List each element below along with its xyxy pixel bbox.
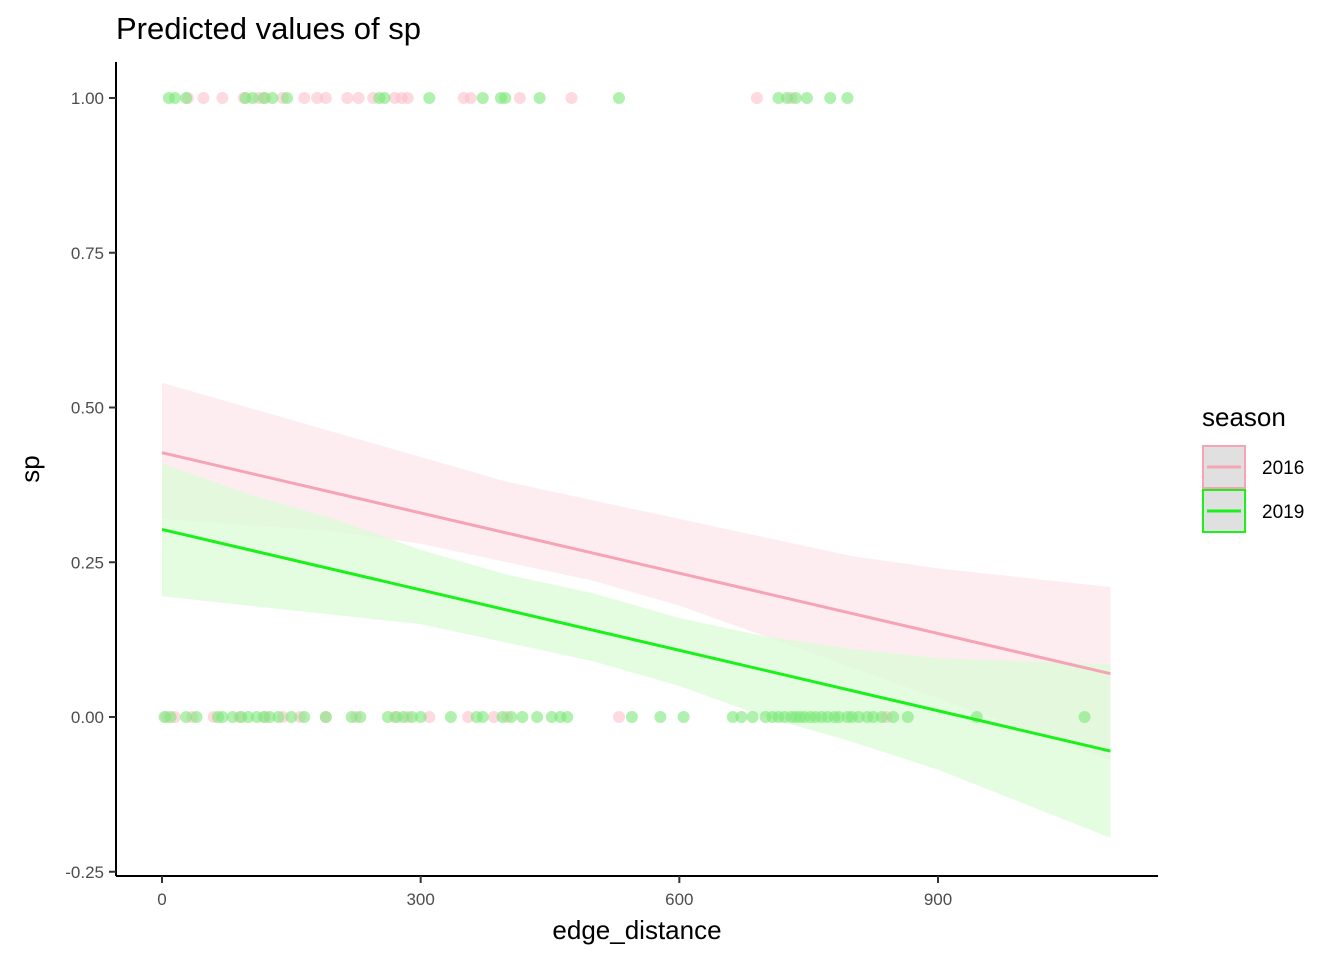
data-point-2019 bbox=[561, 711, 574, 723]
data-point-2016 bbox=[612, 711, 625, 723]
data-point-2019 bbox=[726, 711, 739, 723]
legend: season 2016 2019 bbox=[1202, 402, 1304, 533]
x-tick-label: 900 bbox=[924, 890, 952, 909]
data-point-2019 bbox=[423, 92, 436, 104]
data-point-2019 bbox=[781, 92, 794, 104]
y-ticks: -0.25 0.00 0.25 0.50 0.75 1.00 bbox=[65, 89, 116, 882]
x-tick-label: 300 bbox=[406, 890, 434, 909]
data-point-2019 bbox=[345, 711, 358, 723]
prediction-line-2016 bbox=[161, 451, 1111, 676]
data-point-2019 bbox=[746, 711, 759, 723]
data-point-2019 bbox=[164, 711, 177, 723]
data-point-2019 bbox=[505, 711, 518, 723]
data-point-2016 bbox=[750, 92, 763, 104]
data-point-2016 bbox=[464, 92, 477, 104]
data-point-2019 bbox=[476, 92, 489, 104]
data-point-2016 bbox=[341, 92, 354, 104]
data-point-2019 bbox=[246, 92, 259, 104]
data-point-2019 bbox=[397, 711, 410, 723]
data-point-2019 bbox=[612, 92, 625, 104]
x-tick-label: 0 bbox=[157, 890, 166, 909]
data-point-2019 bbox=[625, 711, 638, 723]
data-point-2019 bbox=[496, 711, 509, 723]
x-tick-label: 600 bbox=[665, 890, 693, 909]
data-point-2019 bbox=[226, 711, 239, 723]
data-points bbox=[158, 92, 1091, 723]
data-point-2016 bbox=[311, 92, 324, 104]
data-point-2019 bbox=[298, 711, 311, 723]
data-point-2019 bbox=[531, 711, 544, 723]
data-point-2016 bbox=[462, 711, 475, 723]
data-point-2019 bbox=[735, 711, 748, 723]
data-point-2019 bbox=[1078, 711, 1091, 723]
axes bbox=[115, 62, 1158, 877]
y-axis-title: sp bbox=[15, 455, 45, 482]
data-point-2016 bbox=[513, 92, 526, 104]
data-point-2019 bbox=[180, 92, 193, 104]
data-point-2019 bbox=[242, 711, 255, 723]
y-tick-label: 0.00 bbox=[71, 708, 104, 727]
y-tick-label: 0.50 bbox=[71, 399, 104, 418]
data-point-2016 bbox=[352, 92, 365, 104]
data-point-2019 bbox=[824, 92, 837, 104]
data-point-2019 bbox=[677, 711, 690, 723]
legend-title: season bbox=[1202, 402, 1286, 432]
data-point-2019 bbox=[216, 711, 229, 723]
data-point-2019 bbox=[257, 92, 270, 104]
data-point-2016 bbox=[565, 92, 578, 104]
x-axis-title: edge_distance bbox=[552, 915, 721, 945]
data-point-2019 bbox=[168, 92, 181, 104]
data-point-2019 bbox=[281, 92, 294, 104]
data-point-2019 bbox=[789, 92, 802, 104]
data-point-2019 bbox=[378, 92, 391, 104]
data-point-2019 bbox=[901, 711, 914, 723]
data-point-2019 bbox=[533, 92, 546, 104]
data-point-2019 bbox=[887, 711, 900, 723]
confidence-bands bbox=[162, 382, 1111, 838]
chart-title: Predicted values of sp bbox=[116, 11, 421, 46]
confidence-band-2019 bbox=[162, 463, 1111, 838]
data-point-2019 bbox=[832, 711, 845, 723]
data-point-2016 bbox=[423, 711, 436, 723]
data-point-2019 bbox=[263, 711, 276, 723]
data-point-2019 bbox=[319, 711, 332, 723]
data-point-2016 bbox=[487, 711, 500, 723]
legend-label-2016: 2016 bbox=[1262, 458, 1304, 479]
legend-label-2019: 2019 bbox=[1262, 502, 1304, 523]
data-point-2019 bbox=[285, 711, 298, 723]
data-point-2019 bbox=[499, 92, 512, 104]
data-point-2019 bbox=[867, 711, 880, 723]
data-point-2019 bbox=[654, 711, 667, 723]
data-point-2019 bbox=[354, 711, 367, 723]
data-point-2019 bbox=[800, 92, 813, 104]
data-point-2019 bbox=[476, 711, 489, 723]
y-tick-label: 0.75 bbox=[71, 244, 104, 263]
data-point-2019 bbox=[406, 711, 419, 723]
data-point-2019 bbox=[180, 711, 193, 723]
data-point-2019 bbox=[414, 711, 427, 723]
data-point-2019 bbox=[381, 711, 394, 723]
prediction-line-2019 bbox=[161, 527, 1111, 753]
data-point-2019 bbox=[266, 92, 279, 104]
data-point-2016 bbox=[298, 92, 311, 104]
data-point-2019 bbox=[852, 711, 865, 723]
y-tick-label: -0.25 bbox=[65, 863, 104, 882]
x-ticks: 0 300 600 900 bbox=[157, 876, 952, 909]
data-point-2019 bbox=[444, 711, 457, 723]
data-point-2019 bbox=[190, 711, 203, 723]
y-tick-label: 0.25 bbox=[71, 553, 104, 572]
y-tick-label: 1.00 bbox=[71, 89, 104, 108]
data-point-2016 bbox=[401, 92, 414, 104]
data-point-2019 bbox=[516, 711, 529, 723]
data-point-2019 bbox=[772, 92, 785, 104]
data-point-2019 bbox=[841, 92, 854, 104]
data-point-2016 bbox=[319, 92, 332, 104]
data-point-2019 bbox=[875, 711, 888, 723]
prediction-lines bbox=[161, 451, 1111, 753]
data-point-2019 bbox=[272, 711, 285, 723]
data-point-2016 bbox=[216, 92, 229, 104]
data-point-2016 bbox=[197, 92, 210, 104]
data-point-2019 bbox=[545, 711, 558, 723]
